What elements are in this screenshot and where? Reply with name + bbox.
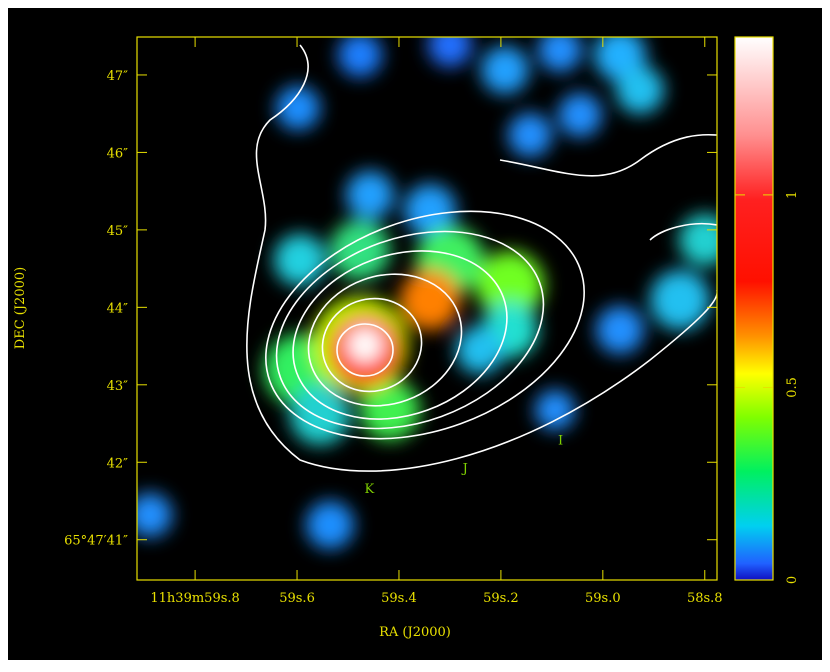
- y-tick-label: 47″: [107, 69, 129, 84]
- y-tick-label: 45″: [107, 224, 129, 239]
- y-tick-label: 43″: [107, 379, 129, 394]
- contours: [246, 44, 717, 472]
- x-axis-label: RA (J2000): [379, 625, 451, 640]
- x-tick-label: 59s.2: [483, 591, 519, 606]
- x-tick-label: 58s.8: [687, 591, 723, 606]
- colorbar: [735, 37, 773, 580]
- background: [8, 8, 822, 660]
- y-tick-label: 42″: [107, 456, 129, 471]
- colorbar-tick-label: 0: [785, 576, 800, 584]
- plot-frame: [136, 36, 718, 581]
- y-axis-label: DEC (J2000): [13, 267, 28, 349]
- annotation: K: [365, 482, 375, 497]
- colorbar-tick-label: 0.5: [785, 377, 800, 398]
- colorbar-tick-label: 1: [785, 191, 800, 199]
- annotation: I: [558, 433, 563, 448]
- y-tick-label: 46″: [107, 146, 129, 161]
- annotation: J: [461, 461, 468, 476]
- intensity-image: [137, 37, 717, 549]
- x-tick-label: 59s.6: [279, 591, 315, 606]
- colorbar-frame: [734, 36, 774, 581]
- x-tick-label: 11h39m59s.8: [150, 591, 239, 606]
- y-tick-label: 65°47′41″: [64, 534, 128, 549]
- x-tick-label: 59s.4: [381, 591, 417, 606]
- y-tick-label: 44″: [107, 301, 129, 316]
- x-tick-label: 59s.0: [585, 591, 621, 606]
